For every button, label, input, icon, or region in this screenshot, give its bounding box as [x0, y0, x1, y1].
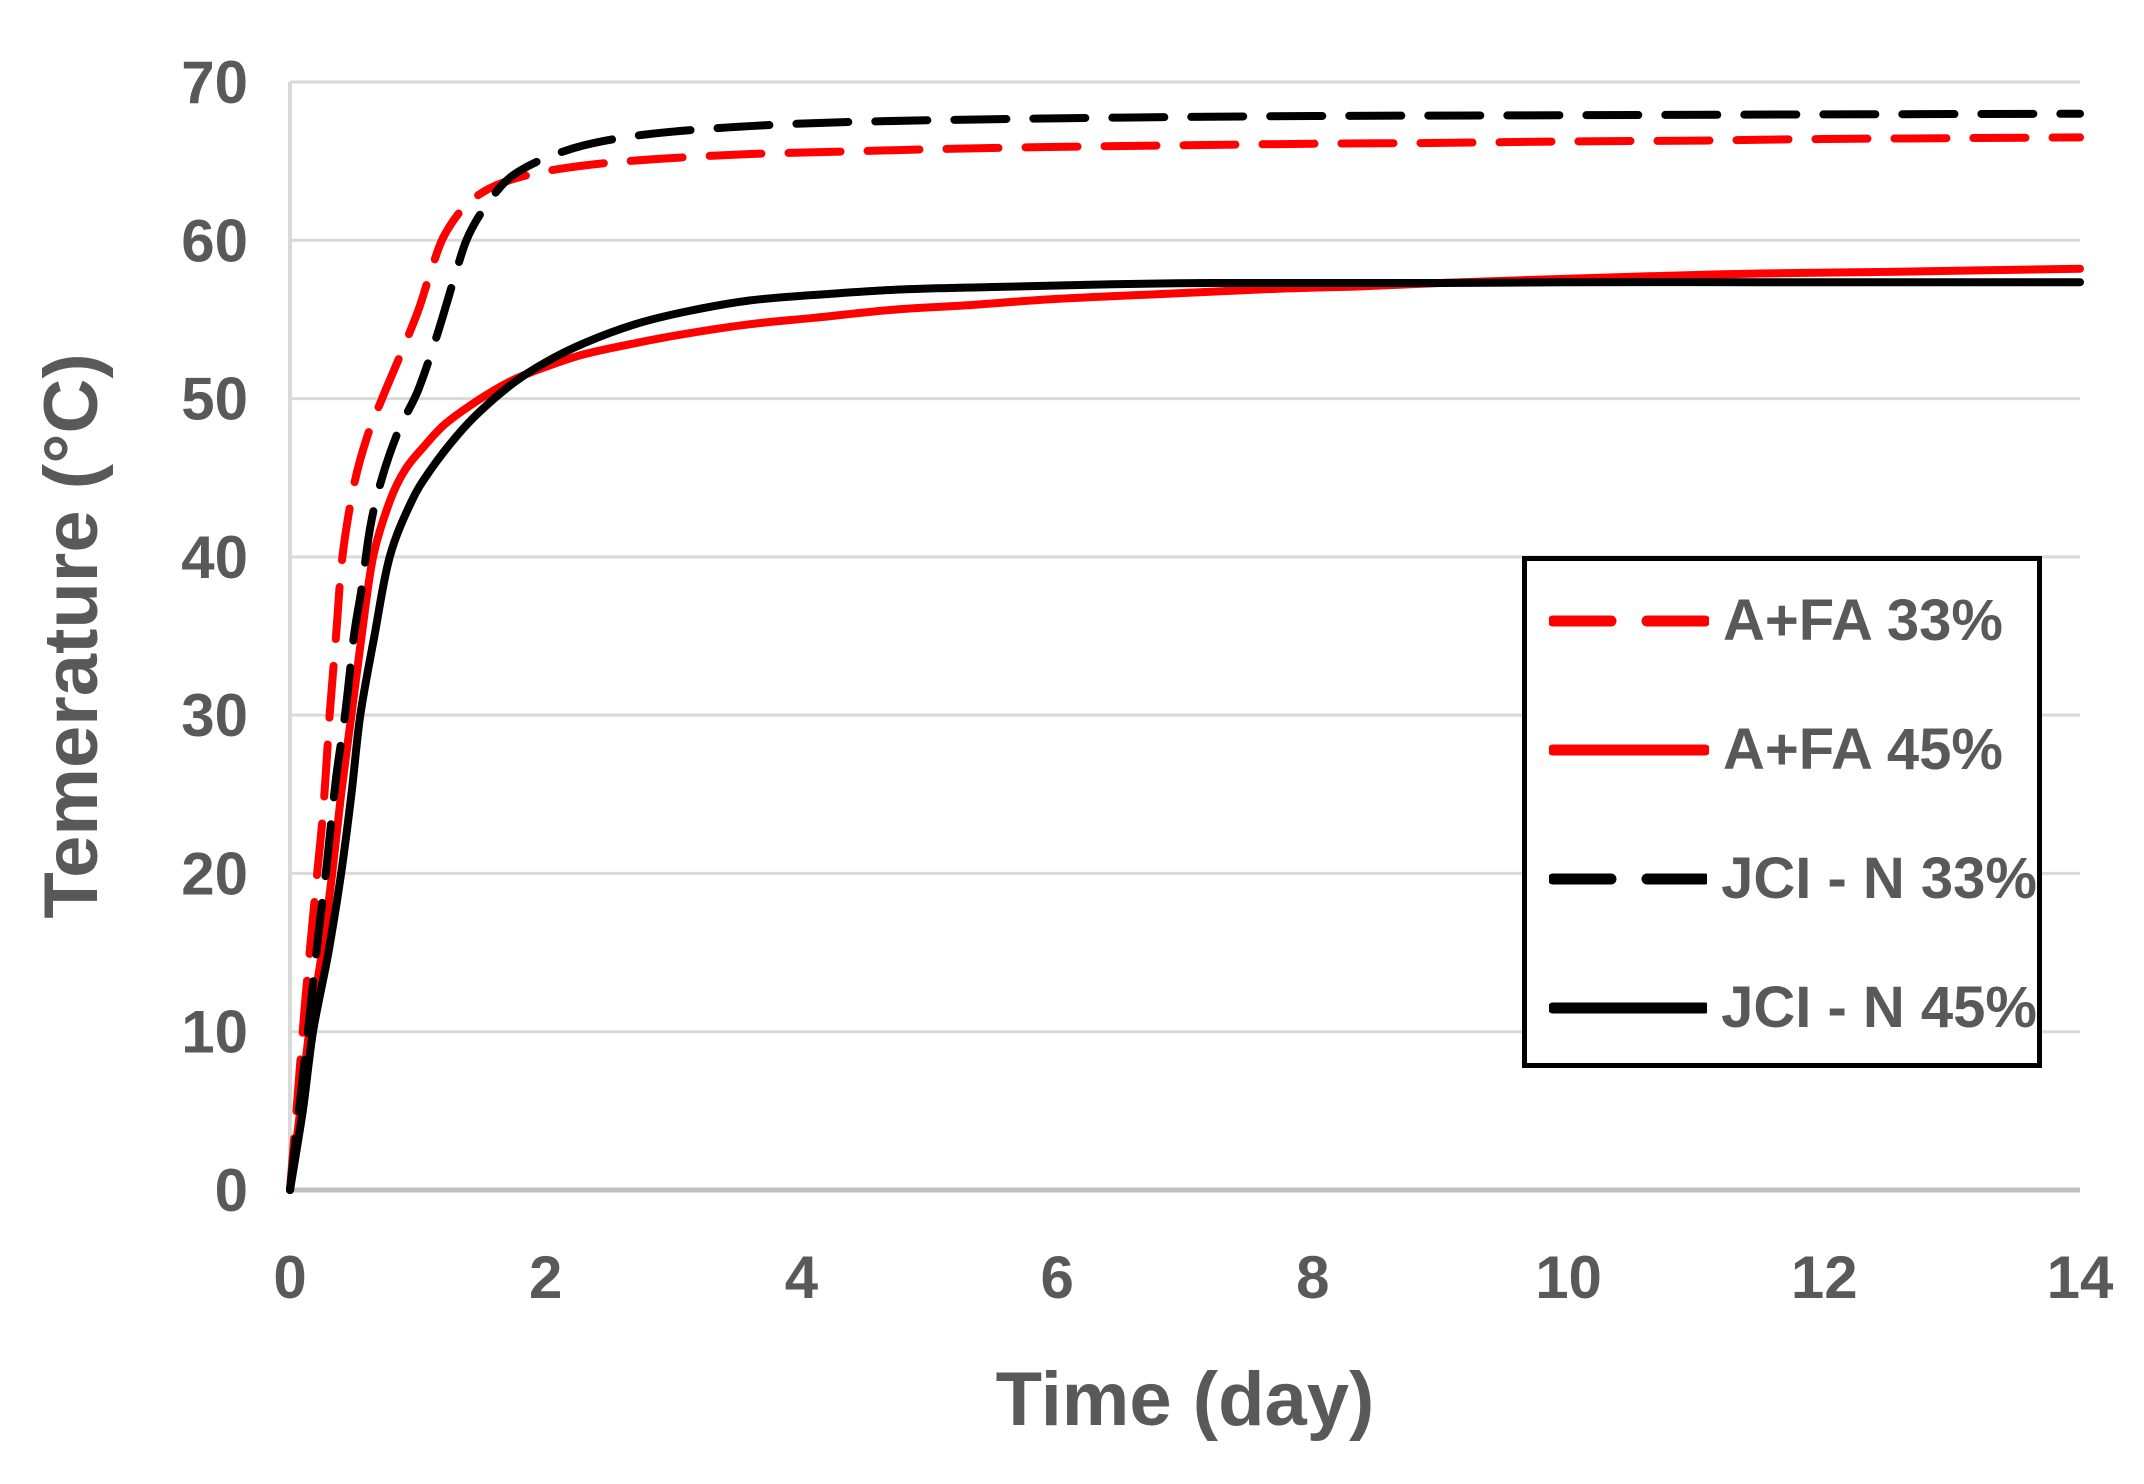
y-tick-label-70: 70 — [181, 49, 248, 116]
legend-line-sample — [1549, 1002, 1708, 1014]
x-axis-title: Time (day) — [995, 1357, 1375, 1442]
legend-item-a-fa-45-: A+FA 45% — [1527, 720, 2037, 780]
x-tick-label-12: 12 — [1791, 1244, 1858, 1311]
y-tick-label-10: 10 — [181, 999, 248, 1066]
legend-line-sample — [1549, 615, 1709, 627]
x-tick-label-6: 6 — [1040, 1244, 1073, 1311]
y-tick-label-30: 30 — [181, 682, 248, 749]
y-tick-label-60: 60 — [181, 207, 248, 274]
legend-line-sample — [1549, 744, 1709, 756]
legend-label: JCI - N 45% — [1721, 975, 2037, 1040]
x-tick-label-0: 0 — [273, 1244, 306, 1311]
y-axis-title: Temerature (°C) — [29, 353, 114, 919]
legend-item-a-fa-33-: A+FA 33% — [1527, 591, 2037, 651]
legend-item-jci-n-45-: JCI - N 45% — [1527, 978, 2037, 1038]
legend-label: A+FA 45% — [1723, 717, 2003, 782]
curve-jci-n-33- — [286, 109, 2084, 1194]
curve-jci-n-45- — [286, 278, 2084, 1194]
x-tick-label-4: 4 — [785, 1244, 819, 1311]
curve-a-fa-33- — [286, 133, 2084, 1194]
legend-label: A+FA 33% — [1723, 588, 2003, 653]
legend: A+FA 33% A+FA 45% JCI - N 33% JCI - N 45% — [1522, 556, 2042, 1068]
legend-item-jci-n-33-: JCI - N 33% — [1527, 849, 2037, 909]
y-tick-label-20: 20 — [181, 840, 248, 907]
y-tick-label-40: 40 — [181, 524, 248, 591]
y-tick-label-50: 50 — [181, 366, 248, 433]
legend-line-sample — [1549, 873, 1708, 885]
x-tick-label-10: 10 — [1535, 1244, 1602, 1311]
y-tick-label-0: 0 — [215, 1157, 248, 1224]
x-tick-label-2: 2 — [529, 1244, 562, 1311]
legend-label: JCI - N 33% — [1721, 846, 2037, 911]
x-tick-label-14: 14 — [2047, 1244, 2114, 1311]
x-tick-label-8: 8 — [1296, 1244, 1329, 1311]
